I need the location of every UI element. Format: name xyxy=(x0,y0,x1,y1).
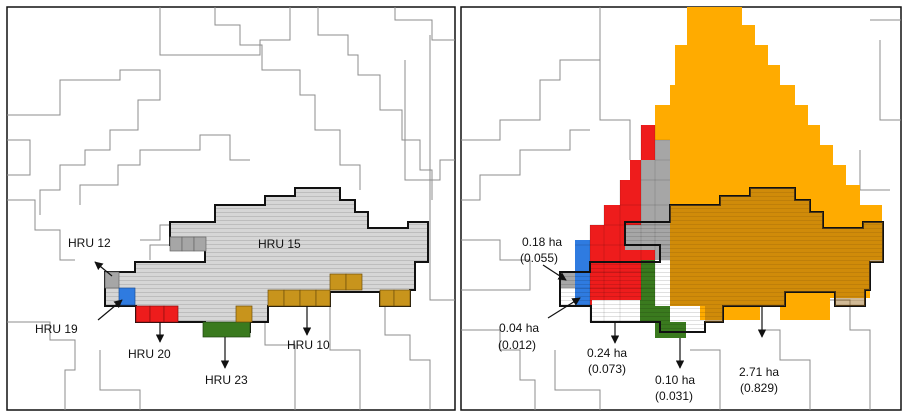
label-hru23: HRU 23 xyxy=(205,373,248,387)
ann3-frac: (0.073) xyxy=(588,362,626,376)
grid-cells-right xyxy=(560,125,670,322)
ann1-area: 0.18 ha xyxy=(522,235,562,249)
ann4-frac: (0.031) xyxy=(655,389,693,403)
label-hru19: HRU 19 xyxy=(35,322,78,336)
left-catchment-outlines xyxy=(7,7,455,410)
ann5-area: 2.71 ha xyxy=(739,365,779,379)
label-hru12: HRU 12 xyxy=(68,236,111,250)
hru20-cells xyxy=(135,305,179,323)
ann2-frac: (0.012) xyxy=(498,338,536,352)
left-panel: HRU 12 HRU 15 HRU 19 HRU 20 HRU 23 HRU 1… xyxy=(6,6,456,411)
ann3-area: 0.24 ha xyxy=(587,346,627,360)
hru19-cell xyxy=(118,287,136,306)
label-hru15: HRU 15 xyxy=(258,237,301,251)
ann1-frac: (0.055) xyxy=(520,251,558,265)
label-hru20: HRU 20 xyxy=(128,347,171,361)
right-panel: 0.18 ha (0.055) 0.04 ha (0.012) 0.24 ha … xyxy=(460,6,902,411)
ann4-area: 0.10 ha xyxy=(655,373,695,387)
label-hru10: HRU 10 xyxy=(287,338,330,352)
ann2-area: 0.04 ha xyxy=(499,321,539,335)
hru23-cells xyxy=(202,305,253,338)
ann5-frac: (0.829) xyxy=(740,381,778,395)
brown-overlap-right xyxy=(670,188,883,322)
hru12-cells xyxy=(104,236,207,289)
hru10-cells xyxy=(267,273,411,307)
hru15-overlay-right xyxy=(559,187,884,333)
